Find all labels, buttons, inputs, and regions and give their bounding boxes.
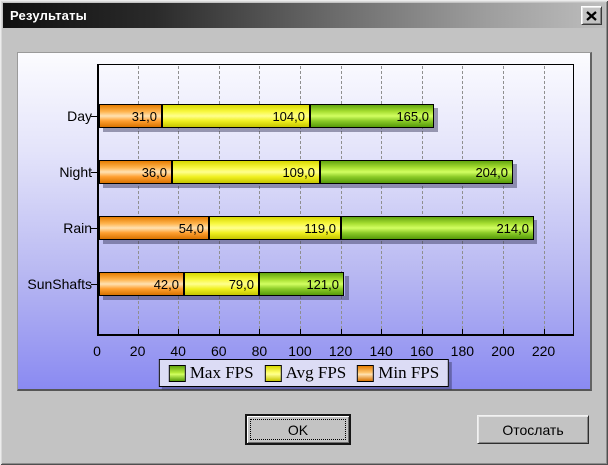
gridline	[259, 66, 261, 334]
bar-row: 54,0 119,0 214,0	[99, 216, 534, 240]
bar-segment-min: 42,0	[99, 272, 184, 296]
x-axis-tick-label: 120	[328, 343, 353, 359]
bar-segment-min: 36,0	[99, 160, 172, 184]
bar-segment-avg: 104,0	[162, 104, 310, 128]
gridline	[462, 66, 464, 334]
x-axis-tick-label: 60	[210, 343, 227, 359]
chart-legend: Max FPS Avg FPS Min FPS	[158, 359, 450, 387]
legend-swatch-max	[168, 364, 186, 382]
bar-value-label: 214,0	[496, 220, 529, 236]
bar-value-label: 165,0	[396, 108, 429, 124]
x-axis-tick	[137, 329, 139, 335]
gridline	[421, 66, 423, 334]
x-axis-tick-label: 160	[410, 343, 434, 359]
x-axis-tick-label: 200	[491, 343, 515, 359]
x-axis-tick	[299, 329, 301, 335]
bar-row: 36,0 109,0 204,0	[99, 160, 513, 184]
send-label: Отослать	[502, 421, 564, 438]
focus-rectangle: OK	[250, 419, 346, 440]
bar-segment-max: 165,0	[310, 104, 434, 128]
bar-row: 31,0 104,0 165,0	[99, 104, 434, 128]
legend-item-max: Max FPS	[168, 363, 254, 383]
ok-button[interactable]: OK	[245, 414, 351, 445]
y-axis-tick	[91, 116, 97, 117]
bar-segment-avg: 79,0	[184, 272, 259, 296]
bar-value-label: 79,0	[228, 276, 254, 292]
x-axis-tick	[340, 329, 342, 335]
bar-segment-max: 121,0	[259, 272, 344, 296]
x-axis-tick	[543, 329, 545, 335]
gridline	[543, 66, 545, 334]
bar-segment-max: 204,0	[320, 160, 513, 184]
x-axis-tick-label: 40	[170, 343, 186, 359]
x-axis-tick-label: 140	[369, 343, 393, 359]
category-label: Day	[67, 108, 92, 124]
bar-value-label: 36,0	[141, 164, 167, 180]
close-icon	[586, 10, 597, 21]
legend-swatch-avg	[264, 364, 282, 382]
bar-segment-avg: 109,0	[172, 160, 320, 184]
x-axis-tick-label: 100	[288, 343, 312, 359]
gridline	[137, 66, 139, 334]
x-axis-tick	[462, 329, 464, 335]
category-label: Night	[59, 164, 92, 180]
bar-value-label: 204,0	[475, 164, 508, 180]
chart-panel: Max FPS Avg FPS Min FPS 0 20 40 60 80 100 120 140…	[17, 52, 592, 391]
legend-item-min: Min FPS	[357, 363, 439, 383]
x-axis-tick	[218, 329, 220, 335]
bar-segment-max: 214,0	[341, 216, 534, 240]
x-axis-tick	[421, 329, 423, 335]
x-axis-tick	[381, 329, 383, 335]
plot-frame	[97, 64, 574, 336]
legend-item-avg: Avg FPS	[264, 363, 347, 383]
gridline	[218, 66, 220, 334]
legend-swatch-min	[357, 364, 375, 382]
category-label: Rain	[63, 220, 92, 236]
bar-segment-avg: 119,0	[209, 216, 341, 240]
bar-value-label: 42,0	[153, 276, 179, 292]
window-title: Результаты	[10, 8, 87, 23]
x-axis-tick-label: 180	[450, 343, 475, 359]
y-axis-tick	[91, 228, 97, 229]
close-button[interactable]	[581, 6, 602, 25]
bar-value-label: 119,0	[304, 220, 336, 236]
x-axis-tick-label: 80	[251, 343, 268, 359]
x-axis-tick-label: 220	[531, 343, 556, 359]
gridline	[381, 66, 383, 334]
send-button[interactable]: Отослать	[477, 415, 589, 444]
title-bar[interactable]: Результаты	[3, 3, 605, 28]
category-label: SunShafts	[27, 276, 92, 292]
gridline	[502, 66, 504, 334]
bar-segment-min: 31,0	[99, 104, 162, 128]
gridline	[178, 66, 180, 334]
x-axis-tick	[259, 329, 261, 335]
y-axis-tick	[91, 172, 97, 173]
bar-value-label: 104,0	[272, 108, 305, 124]
bar-value-label: 109,0	[282, 164, 315, 180]
legend-label: Min FPS	[378, 363, 440, 382]
x-axis-tick	[502, 329, 504, 335]
legend-label: Max FPS	[189, 363, 254, 382]
bar-value-label: 31,0	[131, 108, 157, 124]
gridline	[299, 66, 301, 334]
bar-value-label: 121,0	[306, 276, 339, 292]
y-axis-tick	[91, 284, 97, 285]
ok-label: OK	[287, 421, 309, 438]
bar-row: 42,0 79,0 121,0	[99, 272, 345, 296]
gridline	[340, 66, 342, 334]
legend-label: Avg FPS	[285, 363, 347, 382]
x-axis-tick-label: 20	[129, 343, 146, 359]
x-axis-tick	[178, 329, 180, 335]
bar-segment-min: 54,0	[99, 216, 209, 240]
x-axis-tick-label: 0	[93, 343, 101, 359]
bar-value-label: 54,0	[178, 220, 204, 236]
